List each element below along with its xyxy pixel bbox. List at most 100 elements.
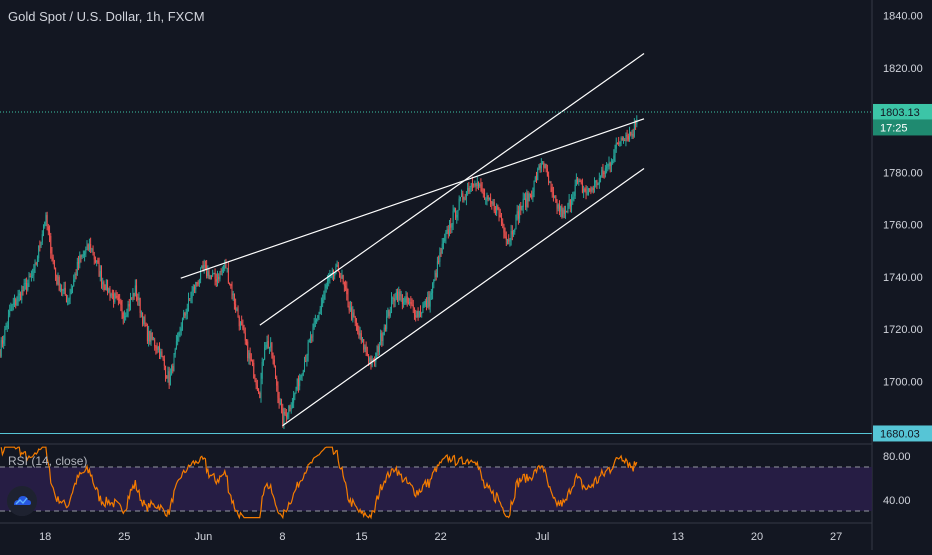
candle-body <box>207 271 209 276</box>
candle-body <box>50 235 52 254</box>
y-tick-label: 1820.00 <box>883 63 923 75</box>
candle-body <box>631 133 633 135</box>
candle-body <box>452 211 454 225</box>
candle-body <box>145 325 147 327</box>
candle-body <box>612 161 614 163</box>
candle-body <box>485 199 487 201</box>
candle-body <box>272 355 274 360</box>
candle-body <box>627 136 629 140</box>
candle-body <box>505 236 507 240</box>
y-tick-label: 1700.00 <box>883 376 923 388</box>
candle-body <box>347 294 349 307</box>
candle-body <box>427 296 429 308</box>
y-tick-label: 1760.00 <box>883 220 923 232</box>
candle-body <box>441 243 443 254</box>
candle-body <box>571 200 573 207</box>
candle-body <box>342 275 344 282</box>
candle-body <box>613 155 615 162</box>
candle-body <box>110 294 112 297</box>
candle-body <box>606 166 608 169</box>
candle-body <box>97 260 99 264</box>
candle-body <box>178 332 180 336</box>
candle-body <box>635 121 637 125</box>
candle-body <box>241 321 243 326</box>
candle-body <box>231 285 233 296</box>
candle-body <box>411 304 413 305</box>
candle-body <box>619 141 621 144</box>
candle-body <box>370 358 372 366</box>
candle-body <box>575 178 577 186</box>
candle-body <box>486 195 488 200</box>
candle-body <box>174 348 176 355</box>
candle-body <box>45 215 47 222</box>
candle-body <box>572 197 574 201</box>
candle-body <box>96 260 98 263</box>
candle-body <box>63 287 65 290</box>
candle-body <box>620 137 622 142</box>
candle-body <box>626 135 628 137</box>
candle-body <box>453 208 455 212</box>
candle-body <box>579 180 581 182</box>
candle-body <box>128 303 130 307</box>
candle-body <box>21 290 23 301</box>
candle-body <box>4 329 6 341</box>
candle-body <box>625 135 627 141</box>
candle-body <box>578 180 580 183</box>
candle-body <box>417 310 419 317</box>
candle-body <box>585 191 587 194</box>
candle-body <box>479 184 481 187</box>
candle-body <box>450 223 452 228</box>
candle-body <box>630 132 632 135</box>
candle-body <box>539 165 541 169</box>
candle-body <box>197 283 199 285</box>
candle-body <box>203 264 205 269</box>
candle-body <box>372 359 374 360</box>
candle-body <box>53 260 55 268</box>
candle-body <box>629 132 631 140</box>
candle-body <box>405 296 407 299</box>
candle-body <box>623 139 624 141</box>
candle-body <box>219 271 221 280</box>
tradingview-cloud-icon[interactable] <box>7 486 37 516</box>
candle-body <box>160 351 162 358</box>
candle-body <box>558 204 560 212</box>
candle-body <box>577 178 579 183</box>
y-tick-label: 1840.00 <box>883 11 923 23</box>
candle-body <box>17 295 19 302</box>
candle-body <box>175 341 177 349</box>
candle-body <box>461 193 463 198</box>
candle-body <box>111 294 113 296</box>
candle-body <box>12 303 14 305</box>
candle-body <box>484 193 486 200</box>
candle-body <box>399 291 401 296</box>
candle-body <box>336 264 338 267</box>
candle-body <box>201 265 203 269</box>
candle-body <box>213 272 215 275</box>
candle-body <box>243 328 245 334</box>
candle-body <box>192 286 194 291</box>
candle-body <box>357 325 359 331</box>
candle-body <box>412 304 414 308</box>
candle-body <box>15 299 17 305</box>
candle-body <box>180 328 182 332</box>
candle-body <box>381 333 383 342</box>
y-tick-label: 1720.00 <box>883 324 923 336</box>
candle-body <box>511 231 513 235</box>
candle-body <box>137 297 139 301</box>
candle-body <box>38 245 40 259</box>
candle-body <box>583 188 585 193</box>
candle-body <box>279 403 281 404</box>
candle-body <box>380 333 382 346</box>
candle-body <box>69 294 71 300</box>
x-tick-label: Jun <box>195 531 213 543</box>
candle-body <box>567 203 569 212</box>
candle-body <box>159 346 160 358</box>
candle-body <box>142 312 144 324</box>
candle-body <box>563 209 565 214</box>
candle-body <box>155 346 157 349</box>
candle-body <box>383 327 385 336</box>
rsi-y-tick-label: 80.00 <box>883 451 911 463</box>
candle-body <box>444 238 446 242</box>
